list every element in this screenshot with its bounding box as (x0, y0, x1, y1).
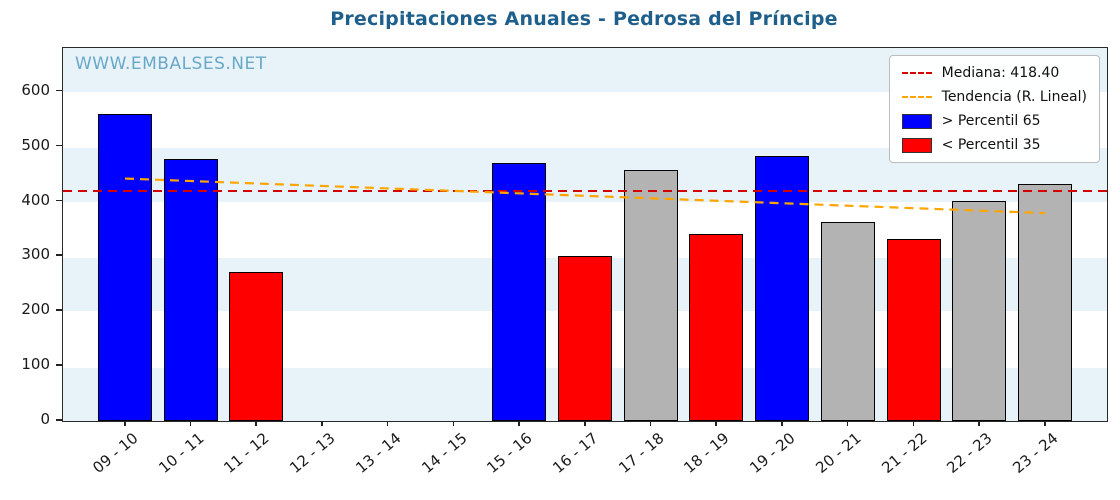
legend-item: Mediana: 418.40 (901, 65, 1087, 81)
legend-label: Mediana: 418.40 (941, 65, 1060, 81)
legend-swatch-dashed-line (901, 72, 932, 74)
x-tick-mark (649, 421, 652, 426)
x-tick-label: 20 - 21 (812, 429, 865, 477)
x-tick-label: 09 - 10 (89, 429, 142, 477)
legend-swatch-patch (901, 113, 932, 129)
watermark: WWW.EMBALSES.NET (75, 54, 267, 74)
y-tick-mark (56, 89, 62, 92)
bar-23-24 (1018, 183, 1072, 421)
x-tick-mark (846, 421, 849, 426)
x-tick-mark (912, 421, 915, 426)
legend-item: < Percentil 35 (901, 137, 1087, 153)
x-tick-label: 22 - 23 (943, 429, 996, 477)
y-tick-label: 0 (40, 410, 50, 428)
x-tick-mark (189, 421, 192, 426)
legend-label: > Percentil 65 (941, 113, 1041, 129)
x-tick-mark (518, 421, 520, 426)
x-tick-label: 13 - 14 (352, 429, 405, 477)
y-tick-mark (56, 309, 62, 311)
legend-item: > Percentil 65 (901, 113, 1087, 129)
trend-line (124, 177, 1046, 215)
bar-15-16 (492, 162, 547, 421)
bar-22-23 (952, 201, 1007, 421)
y-tick-label: 200 (21, 300, 50, 319)
bar-11-12 (229, 271, 284, 421)
legend: Mediana: 418.40 Tendencia (R. Lineal) > Pe… (888, 55, 1100, 163)
x-tick-label: 11 - 12 (220, 429, 273, 477)
legend-swatch-dashed-line (901, 96, 932, 98)
bar-17-18 (623, 170, 678, 421)
bar-09-10 (98, 113, 152, 421)
y-tick-label: 100 (21, 355, 50, 374)
y-tick-label: 300 (21, 245, 50, 264)
y-tick-mark (56, 364, 62, 366)
legend-label: Tendencia (R. Lineal) (941, 89, 1087, 105)
x-tick-mark (1044, 421, 1046, 426)
bar-19-20 (755, 155, 810, 421)
x-tick-mark (584, 421, 586, 426)
gridline (63, 91, 1107, 94)
x-tick-label: 21 - 22 (877, 429, 931, 477)
gridline (63, 201, 1107, 203)
x-tick-mark (715, 421, 718, 426)
plot-area: WWW.EMBALSES.NET Mediana: 418.40 Tendenci… (62, 47, 1108, 422)
legend-item: Tendencia (R. Lineal) (901, 89, 1087, 105)
gridline (63, 146, 1107, 149)
y-tick-label: 400 (21, 190, 50, 209)
x-tick-mark (452, 421, 455, 426)
x-tick-label: 14 - 15 (417, 429, 471, 477)
median-line (63, 190, 1107, 193)
x-tick-label: 23 - 24 (1009, 429, 1062, 477)
x-tick-mark (978, 421, 980, 426)
y-tick-mark (56, 199, 62, 202)
x-tick-label: 16 - 17 (549, 429, 602, 477)
x-tick-label: 17 - 18 (615, 429, 668, 477)
legend-swatch-patch (901, 137, 932, 153)
y-tick-label: 500 (21, 135, 50, 154)
chart-title: Precipitaciones Anuales - Pedrosa del Pr… (330, 8, 838, 30)
bar-20-21 (820, 221, 875, 421)
x-tick-mark (255, 421, 258, 426)
bar-21-22 (886, 238, 941, 421)
x-tick-mark (321, 421, 323, 426)
bar-18-19 (689, 233, 744, 421)
x-tick-label: 10 - 11 (155, 429, 208, 477)
x-tick-label: 18 - 19 (680, 429, 733, 477)
y-tick-mark (56, 254, 62, 257)
x-tick-label: 12 - 13 (286, 429, 339, 477)
x-tick-label: 15 - 16 (483, 429, 536, 477)
x-tick-mark (781, 421, 783, 426)
legend-label: < Percentil 35 (941, 137, 1041, 153)
x-tick-mark (386, 421, 389, 426)
bar-10-11 (163, 159, 218, 421)
y-tick-mark (56, 419, 62, 421)
y-tick-mark (56, 144, 62, 147)
x-tick-mark (124, 421, 126, 426)
x-tick-label: 19 - 20 (746, 429, 799, 477)
bar-16-17 (558, 255, 612, 421)
y-tick-label: 600 (21, 80, 50, 99)
